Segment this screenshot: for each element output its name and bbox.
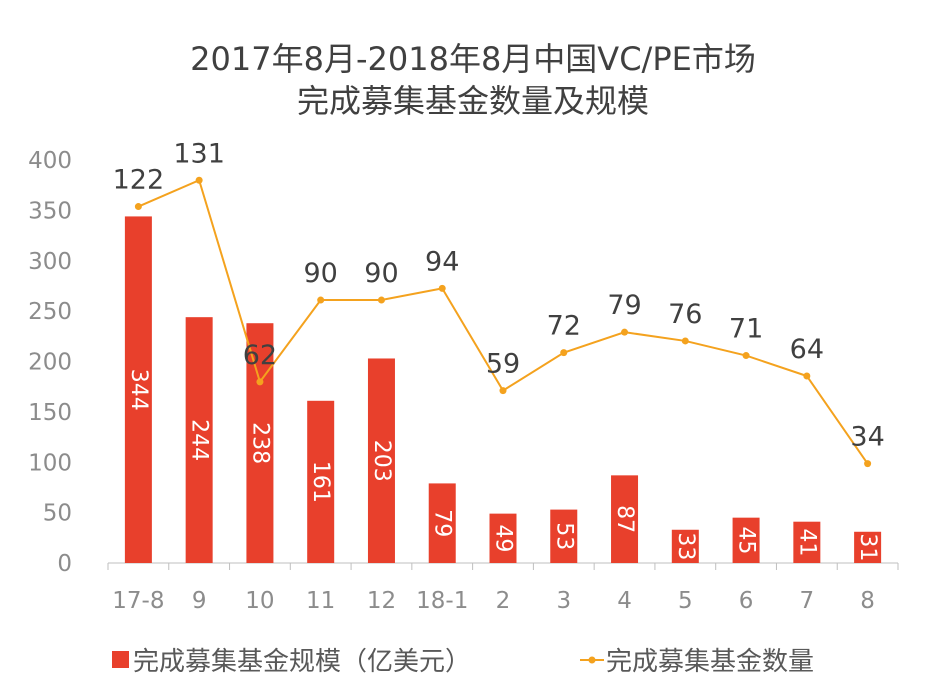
legend-bar-swatch (112, 651, 129, 668)
bar-value-label: 31 (855, 533, 880, 561)
bar-value-label: 79 (430, 509, 455, 537)
line-value-label: 59 (486, 349, 520, 380)
line-value-label: 76 (668, 299, 702, 330)
x-tick-label: 6 (739, 588, 754, 614)
y-tick-label: 0 (57, 551, 72, 577)
bar (793, 521, 821, 563)
line-value-label: 64 (790, 334, 824, 365)
bar (611, 475, 639, 563)
line-point (195, 176, 203, 184)
line-value-label: 72 (547, 311, 581, 342)
y-tick-label: 250 (28, 299, 72, 325)
line-value-label: 90 (364, 258, 398, 289)
bar-value-label: 53 (551, 522, 576, 550)
bar-value-label: 87 (612, 505, 637, 533)
bar-value-label: 49 (491, 524, 516, 552)
bar (428, 483, 456, 563)
line-point (803, 372, 811, 380)
x-tick-label: 7 (800, 588, 815, 614)
chart-title: 2017年8月-2018年8月中国VC/PE市场 完成募集基金数量及规模 (190, 40, 756, 120)
x-tick-label: 10 (245, 588, 274, 614)
chart-title-line-2: 完成募集基金数量及规模 (297, 82, 649, 120)
x-axis: 17-8 9 10 11 12 18-1 2 3 4 5 6 7 8 (107, 562, 899, 614)
bar-value-label: 244 (187, 419, 212, 461)
y-tick-label: 350 (28, 198, 72, 224)
line-point (377, 296, 385, 304)
chart-title-line-1: 2017年8月-2018年8月中国VC/PE市场 (190, 40, 756, 78)
y-axis-ticks: 0 50 100 150 200 250 300 350 400 (28, 148, 72, 577)
bar (185, 317, 213, 563)
line-value-label: 62 (243, 340, 277, 371)
line-point (256, 378, 264, 386)
line-point (134, 203, 142, 211)
legend: 完成募集基金规模（亿美元） 完成募集基金数量 (112, 647, 814, 677)
x-tick-label: 11 (306, 588, 335, 614)
x-tick-label: 2 (496, 588, 511, 614)
bar (732, 517, 760, 563)
line-point (438, 284, 446, 292)
line-series: 122 131 62 90 90 94 59 72 79 76 71 64 34 (113, 138, 885, 468)
line-point (864, 460, 872, 468)
y-tick-label: 50 (43, 501, 72, 527)
line-value-label: 79 (607, 290, 641, 321)
x-tick-label: 8 (860, 588, 875, 614)
bar (367, 358, 395, 563)
x-tick-label: 4 (617, 588, 632, 614)
bar-value-label: 45 (734, 526, 759, 554)
line-value-label: 71 (729, 314, 763, 345)
line-point (317, 296, 325, 304)
legend-line-label: 完成募集基金数量 (606, 647, 814, 677)
legend-line-marker (588, 656, 596, 664)
bar (854, 531, 882, 563)
y-tick-label: 300 (28, 249, 72, 275)
y-tick-label: 200 (28, 350, 72, 376)
line-point (499, 387, 507, 395)
bar-value-label: 161 (308, 461, 333, 503)
y-tick-label: 150 (28, 400, 72, 426)
x-tick-label: 3 (556, 588, 571, 614)
bar (550, 509, 578, 563)
x-tick-label: 5 (678, 588, 693, 614)
line-value-label: 34 (850, 422, 884, 453)
x-tick-label: 12 (367, 588, 396, 614)
line-value-label: 90 (304, 258, 338, 289)
bar-series: 344 244 238 161 203 79 49 53 87 33 45 41 31 (124, 216, 882, 564)
line-point (742, 352, 750, 360)
bar-value-label: 41 (794, 528, 819, 556)
bar-value-label: 238 (247, 422, 272, 464)
line-value-label: 94 (425, 246, 459, 277)
bar-value-label: 344 (126, 369, 151, 411)
line-point (681, 337, 689, 345)
x-tick-label: 18-1 (416, 588, 468, 614)
y-tick-label: 400 (28, 148, 72, 174)
bar (671, 529, 699, 563)
bar (489, 513, 517, 563)
line-value-label: 131 (173, 138, 225, 169)
y-tick-label: 100 (28, 450, 72, 476)
line-value-label: 122 (113, 165, 165, 196)
bar (307, 400, 335, 563)
line-point (560, 349, 568, 357)
legend-bar-label: 完成募集基金规模（亿美元） (133, 647, 471, 677)
x-tick-label: 17-8 (112, 588, 164, 614)
bar (246, 323, 274, 563)
x-tick-label: 9 (192, 588, 207, 614)
bar-value-label: 33 (673, 532, 698, 560)
bar (124, 216, 152, 564)
bar-value-label: 203 (369, 440, 394, 482)
line-point (621, 328, 629, 336)
